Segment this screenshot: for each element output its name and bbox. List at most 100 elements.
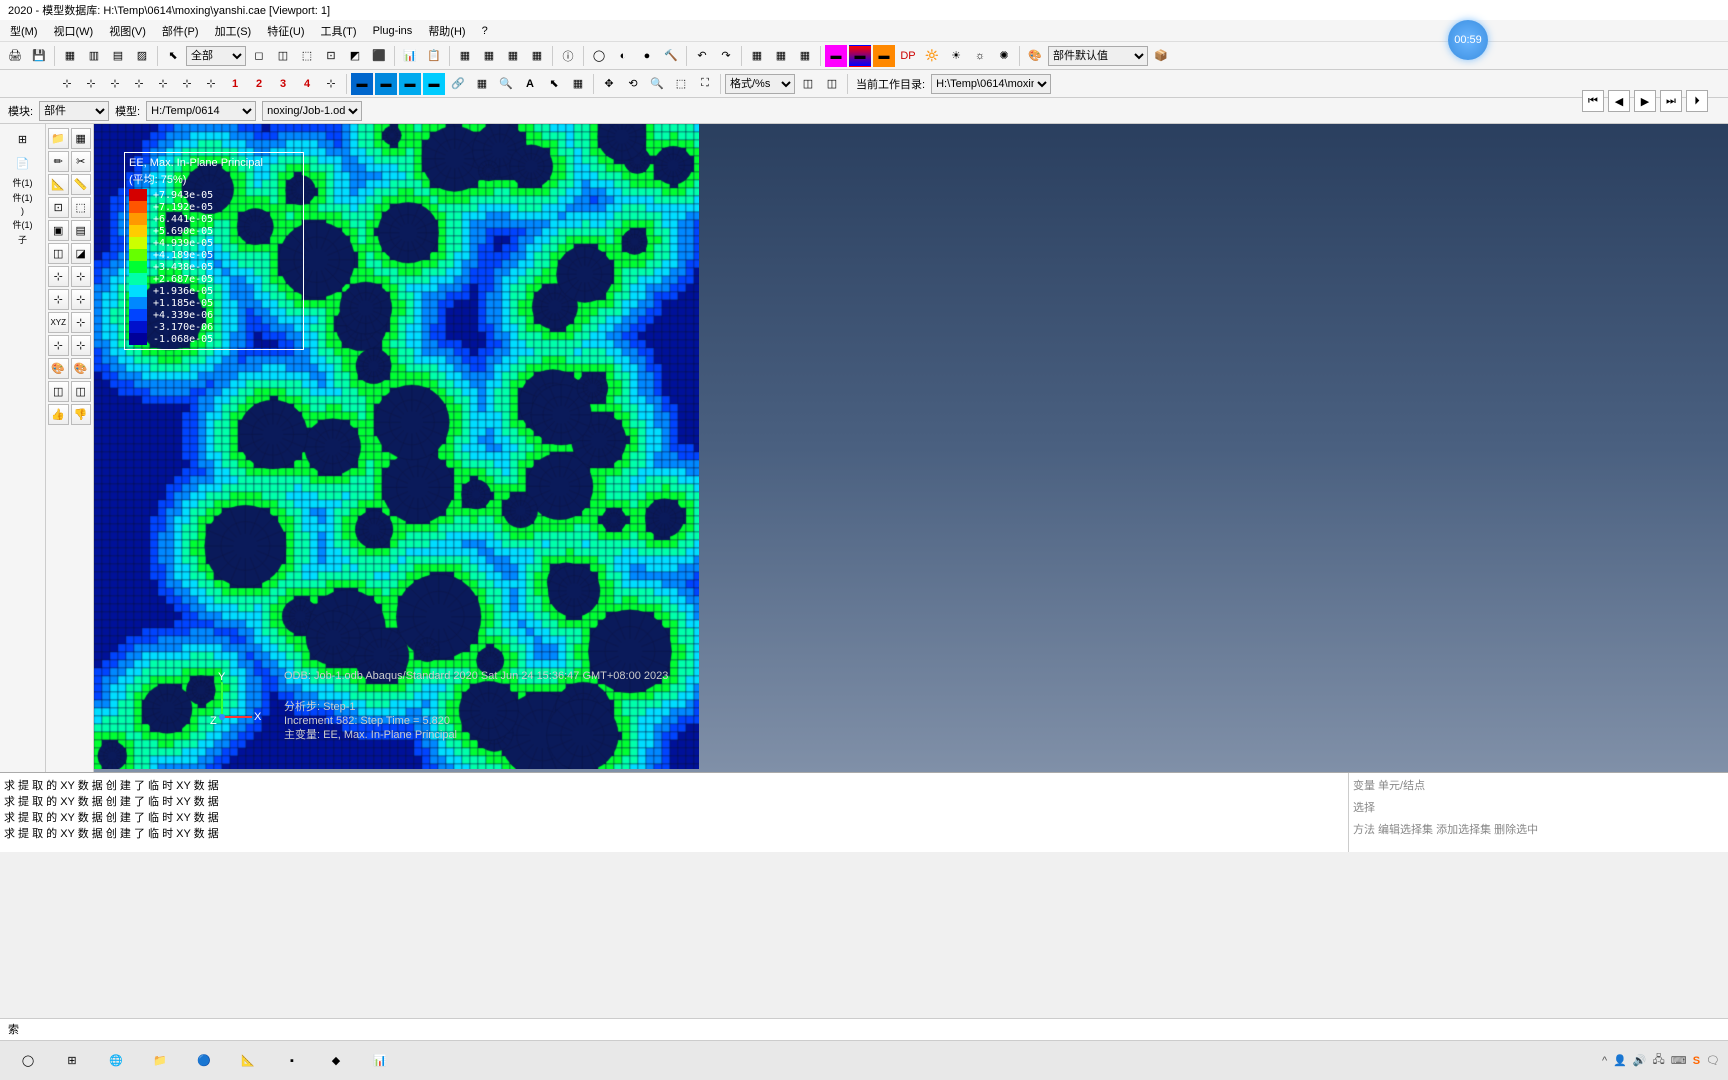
coord-4[interactable]: 4 <box>296 73 318 95</box>
csys5-icon[interactable]: ⊹ <box>152 73 174 95</box>
menu-part[interactable]: 部件(P) <box>156 21 205 41</box>
rotate-icon[interactable]: ⟲ <box>622 73 644 95</box>
sun1-icon[interactable]: ☀ <box>945 45 967 67</box>
menu-feature[interactable]: 特征(U) <box>261 21 310 41</box>
side-10-icon[interactable]: ▤ <box>71 220 92 241</box>
render3-icon[interactable]: ▬ <box>399 73 421 95</box>
viewport[interactable]: EE, Max. In-Plane Principal (平均: 75%) +7… <box>94 124 1728 772</box>
side-26-icon[interactable]: 👎 <box>71 404 92 425</box>
tab-variables[interactable]: 变量 单元/结点 <box>1353 777 1724 793</box>
render1-icon[interactable]: ▬ <box>351 73 373 95</box>
tool-e-icon[interactable]: ◩ <box>344 45 366 67</box>
zoom-icon[interactable]: 🔍 <box>495 73 517 95</box>
fit-icon[interactable]: ⛶ <box>694 73 716 95</box>
view1-icon[interactable]: ▦ <box>746 45 768 67</box>
side-12-icon[interactable]: ◪ <box>71 243 92 264</box>
persp4-icon[interactable]: ▦ <box>526 45 548 67</box>
chrome-icon[interactable]: 🔵 <box>184 1045 224 1077</box>
side-23-icon[interactable]: ◫ <box>48 381 69 402</box>
edge-icon[interactable]: 🌐 <box>96 1045 136 1077</box>
odb-dropdown[interactable]: noxing/Job-1.odb <box>262 101 362 121</box>
zoombox-icon[interactable]: ⬚ <box>670 73 692 95</box>
side-1-icon[interactable]: 📁 <box>48 128 69 149</box>
tool-c-icon[interactable]: ⬚ <box>296 45 318 67</box>
tab-select[interactable]: 选择 <box>1353 799 1724 815</box>
palette-icon[interactable]: 🎨 <box>1024 45 1046 67</box>
csys3-icon[interactable]: ⊹ <box>104 73 126 95</box>
side-24-icon[interactable]: ◫ <box>71 381 92 402</box>
cube1-icon[interactable]: ◫ <box>797 73 819 95</box>
select-all-dropdown[interactable]: 全部 <box>186 46 246 66</box>
link-icon[interactable]: 🔗 <box>447 73 469 95</box>
side-16-icon[interactable]: ⊹ <box>71 289 92 310</box>
layout1-icon[interactable]: ▦ <box>59 45 81 67</box>
text-a-icon[interactable]: A <box>519 73 541 95</box>
csys7-icon[interactable]: ⊹ <box>200 73 222 95</box>
side-5-icon[interactable]: 📐 <box>48 174 69 195</box>
side-13-icon[interactable]: ⊹ <box>48 266 69 287</box>
layer-dropdown[interactable]: 部件默认值 <box>1048 46 1148 66</box>
grid-icon[interactable]: ▦ <box>567 73 589 95</box>
render2-icon[interactable]: ▬ <box>375 73 397 95</box>
coord-2[interactable]: 2 <box>248 73 270 95</box>
side-11-icon[interactable]: ◫ <box>48 243 69 264</box>
view3-icon[interactable]: ▦ <box>794 45 816 67</box>
circ2-icon[interactable]: ◐ <box>612 45 634 67</box>
sun3-icon[interactable]: ✺ <box>993 45 1015 67</box>
side-8-icon[interactable]: ⬚ <box>71 197 92 218</box>
excel-icon[interactable]: 📊 <box>360 1045 400 1077</box>
undo-icon[interactable]: ↶ <box>691 45 713 67</box>
side-15-icon[interactable]: ⊹ <box>48 289 69 310</box>
menu-model[interactable]: 型(M) <box>4 21 44 41</box>
abaqus-icon[interactable]: ◆ <box>316 1045 356 1077</box>
terminal-icon[interactable]: ▪ <box>272 1045 312 1077</box>
box-icon[interactable]: 📦 <box>1150 45 1172 67</box>
tree-item-2[interactable]: 📄 <box>12 152 34 174</box>
layout4-icon[interactable]: ▨ <box>131 45 153 67</box>
side-22-icon[interactable]: 🎨 <box>71 358 92 379</box>
tab-methods[interactable]: 方法 编辑选择集 添加选择集 删除选中 <box>1353 821 1724 837</box>
side-9-icon[interactable]: ▣ <box>48 220 69 241</box>
menu-about[interactable]: ? <box>476 23 494 39</box>
pan-icon[interactable]: ✥ <box>598 73 620 95</box>
format-dropdown[interactable]: 格式/%s <box>725 74 795 94</box>
first-frame-icon[interactable]: ⏮ <box>1582 90 1604 112</box>
tool-b-icon[interactable]: ◫ <box>272 45 294 67</box>
csys8-icon[interactable]: ⊹ <box>320 73 342 95</box>
tray-note-icon[interactable]: 🗨 <box>1706 1054 1720 1067</box>
tree-item-1[interactable]: ⊞ <box>12 128 34 150</box>
menu-process[interactable]: 加工(S) <box>209 21 258 41</box>
tool-h-icon[interactable]: 📋 <box>423 45 445 67</box>
tray-up-icon[interactable]: ^ <box>1602 1055 1607 1067</box>
persp2-icon[interactable]: ▦ <box>478 45 500 67</box>
menu-help[interactable]: 帮助(H) <box>422 21 471 41</box>
side-6-icon[interactable]: 📏 <box>71 174 92 195</box>
matlab-icon[interactable]: 📐 <box>228 1045 268 1077</box>
circ1-icon[interactable]: ◯ <box>588 45 610 67</box>
print-icon[interactable]: 🖨 <box>4 45 26 67</box>
coord-3[interactable]: 3 <box>272 73 294 95</box>
dp-icon[interactable]: DP <box>897 45 919 67</box>
module-dropdown[interactable]: 部件 <box>39 101 109 121</box>
tray-lang-icon[interactable]: S <box>1693 1055 1700 1067</box>
side-2-icon[interactable]: ▦ <box>71 128 92 149</box>
side-25-icon[interactable]: 👍 <box>48 404 69 425</box>
sun2-icon[interactable]: ☼ <box>969 45 991 67</box>
info-icon[interactable]: ⓘ <box>557 45 579 67</box>
layout2-icon[interactable]: ▥ <box>83 45 105 67</box>
hammer-icon[interactable]: 🔨 <box>660 45 682 67</box>
cube2-icon[interactable]: ◫ <box>821 73 843 95</box>
layout3-icon[interactable]: ▤ <box>107 45 129 67</box>
side-7-icon[interactable]: ⊡ <box>48 197 69 218</box>
table-icon[interactable]: ▦ <box>471 73 493 95</box>
side-4-icon[interactable]: ✂ <box>71 151 92 172</box>
save-icon[interactable]: 💾 <box>28 45 50 67</box>
side-19-icon[interactable]: ⊹ <box>48 335 69 356</box>
zoomin-icon[interactable]: 🔍 <box>646 73 668 95</box>
model-dropdown[interactable]: H:/Temp/0614 <box>146 101 256 121</box>
tool-f-icon[interactable]: ⬛ <box>368 45 390 67</box>
coord-1[interactable]: 1 <box>224 73 246 95</box>
contour4-icon[interactable]: 🔆 <box>921 45 943 67</box>
view2-icon[interactable]: ▦ <box>770 45 792 67</box>
tray-key-icon[interactable]: ⌨ <box>1671 1054 1687 1067</box>
